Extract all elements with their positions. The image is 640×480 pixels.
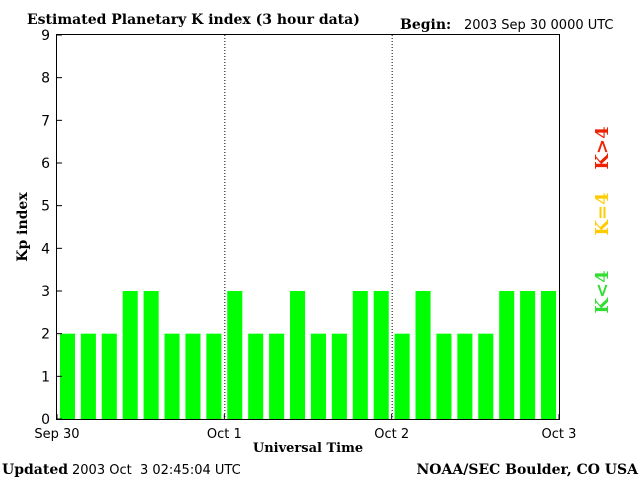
- y-tick-label: 5: [41, 199, 50, 215]
- kp-bar: [206, 333, 222, 419]
- y-axis-label: Kp index: [15, 192, 31, 262]
- x-tick-label: Oct 2: [374, 427, 409, 442]
- x-axis-label: Universal Time: [253, 441, 363, 456]
- footer-updated-label: Updated: [2, 462, 68, 478]
- kp-bar: [269, 333, 285, 419]
- kp-bar: [352, 291, 368, 419]
- kp-bar: [248, 333, 264, 419]
- kp-bar: [499, 291, 515, 419]
- kp-bar: [394, 333, 410, 419]
- y-tick-label: 6: [41, 156, 50, 172]
- kp-bar: [122, 291, 138, 419]
- x-tick-label: Oct 1: [207, 427, 242, 442]
- x-tick-label: Oct 3: [542, 427, 577, 442]
- begin-label: Begin:: [400, 17, 451, 33]
- kp-bar: [415, 291, 431, 419]
- plot-frame: [56, 34, 560, 420]
- y-tick-label: 9: [41, 28, 50, 44]
- y-tick-label: 8: [41, 71, 50, 87]
- legend-k-greater-4: K>4: [592, 126, 613, 169]
- y-tick-label: 2: [41, 327, 50, 343]
- footer-source: NOAA/SEC Boulder, CO USA: [417, 462, 640, 478]
- kp-bar: [331, 333, 347, 419]
- legend-k-less-4: K<4: [592, 270, 613, 313]
- x-tick-label: Sep 30: [34, 427, 79, 442]
- kp-bar: [290, 291, 306, 419]
- kp-bar: [59, 333, 75, 419]
- kp-bar: [310, 333, 326, 419]
- kp-bar: [164, 333, 180, 419]
- kp-bar: [457, 333, 473, 419]
- kp-bar: [227, 291, 243, 419]
- y-tick-label: 0: [41, 412, 50, 428]
- legend-k-equal-4: K=4: [592, 192, 613, 235]
- kp-bar: [520, 291, 536, 419]
- kp-bar: [101, 333, 117, 419]
- kp-bar: [143, 291, 159, 419]
- kp-bar: [478, 333, 494, 419]
- y-tick-label: 3: [41, 284, 50, 300]
- y-tick-label: 1: [41, 369, 50, 385]
- kp-bar: [541, 291, 557, 419]
- footer-updated-value: 2003 Oct 3 02:45:04 UTC: [72, 463, 241, 478]
- chart-title: Estimated Planetary K index (3 hour data…: [27, 12, 360, 28]
- kp-bar: [436, 333, 452, 419]
- y-tick-label: 7: [41, 113, 50, 129]
- kp-bar: [373, 291, 389, 419]
- begin-value: 2003 Sep 30 0000 UTC: [464, 18, 614, 33]
- kp-bar: [80, 333, 96, 419]
- kp-bar: [185, 333, 201, 419]
- y-tick-label: 4: [41, 241, 50, 257]
